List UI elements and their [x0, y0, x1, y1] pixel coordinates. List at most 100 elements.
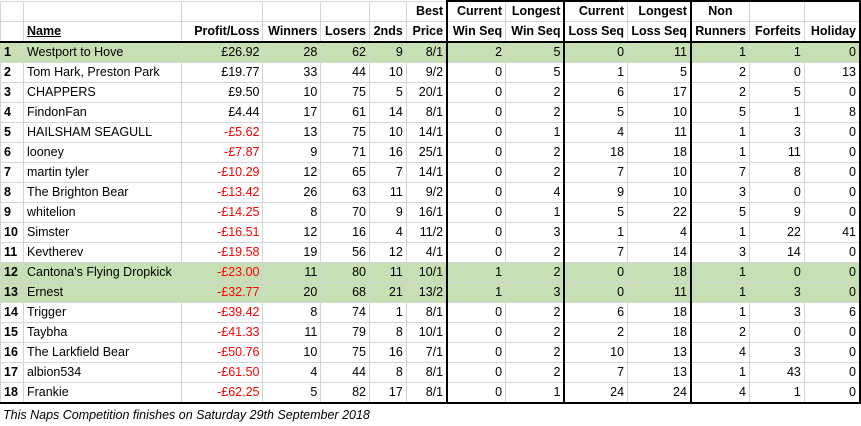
- rank-cell: 7: [0, 162, 24, 183]
- current-loss-seq-cell: 0: [563, 41, 629, 63]
- seconds-cell: 16: [369, 142, 407, 163]
- non-runners-cell: 1: [689, 122, 750, 143]
- current-loss-seq-cell: 7: [563, 242, 629, 263]
- seconds-cell: 1: [369, 302, 407, 323]
- losers-header: Losers: [320, 21, 370, 43]
- forfeits-cell: 0: [748, 262, 805, 283]
- rank-cell: 16: [0, 342, 24, 363]
- current-win-seq-cell: 0: [446, 182, 507, 203]
- forfeits-cell: 1: [748, 41, 805, 63]
- holiday-cell: 0: [803, 382, 861, 404]
- winners-cell: 12: [262, 222, 322, 243]
- current-win-seq-header-top: Current: [446, 0, 507, 22]
- best-price-cell: 7/1: [405, 342, 448, 363]
- current-loss-seq-cell: 2: [563, 322, 629, 343]
- table-row: 18 Frankie -£62.25 5 82 17 8/1 0 1 24 24 4 1 0: [0, 382, 861, 404]
- longest-loss-seq-cell: 18: [627, 322, 692, 343]
- name-cell: Frankie: [22, 382, 183, 404]
- winners-cell: 19: [262, 242, 322, 263]
- current-loss-seq-cell: 1: [563, 62, 629, 83]
- longest-loss-seq-cell: 22: [627, 202, 692, 223]
- current-win-seq-header: Win Seq: [446, 21, 507, 43]
- winners-cell: 8: [262, 202, 322, 223]
- best-price-cell: 25/1: [405, 142, 448, 163]
- winners-cell: 13: [262, 122, 322, 143]
- profit-loss-cell: -£23.00: [181, 262, 264, 283]
- longest-win-seq-header: Win Seq: [505, 21, 566, 43]
- table-row: 16 The Larkfield Bear -£50.76 10 75 16 7/1 0 2 10…: [0, 342, 861, 363]
- profit-loss-cell: -£61.50: [181, 362, 264, 383]
- losers-cell: 63: [320, 182, 370, 203]
- rank-cell: 1: [0, 41, 24, 63]
- winners-cell: 28: [262, 41, 322, 63]
- losers-cell: 61: [320, 102, 370, 123]
- longest-win-seq-cell: 5: [505, 41, 566, 63]
- table-row: 8 The Brighton Bear -£13.42 26 63 11 9/2 0 4 9 10 3…: [0, 182, 861, 203]
- longest-loss-seq-cell: 10: [627, 102, 692, 123]
- losers-cell: 65: [320, 162, 370, 183]
- seconds-cell: 14: [369, 102, 407, 123]
- current-loss-seq-cell: 6: [563, 302, 629, 323]
- longest-win-seq-cell: 2: [505, 82, 566, 103]
- losers-header-top: [320, 0, 370, 22]
- rank-cell: 8: [0, 182, 24, 203]
- current-loss-seq-cell: 0: [563, 262, 629, 283]
- table-row: 2 Tom Hark, Preston Park £19.77 33 44 10 9/2 0 5…: [0, 62, 861, 83]
- winners-cell: 33: [262, 62, 322, 83]
- current-win-seq-cell: 0: [446, 242, 507, 263]
- best-price-cell: 8/1: [405, 41, 448, 63]
- best-price-cell: 9/2: [405, 62, 448, 83]
- winners-cell: 11: [262, 262, 322, 283]
- leaderboard-table: Best Current Longest Current Longest Non Name…: [0, 0, 861, 404]
- holiday-cell: 6: [803, 302, 861, 323]
- current-win-seq-cell: 0: [446, 62, 507, 83]
- name-cell: Simster: [22, 222, 183, 243]
- forfeits-cell: 8: [748, 162, 805, 183]
- holiday-cell: 0: [803, 342, 861, 363]
- current-loss-seq-header-top: Current: [563, 0, 629, 22]
- non-runners-cell: 5: [689, 102, 750, 123]
- footer-note: This Naps Competition finishes on Saturd…: [3, 408, 370, 422]
- current-win-seq-cell: 0: [446, 202, 507, 223]
- current-loss-seq-cell: 10: [563, 342, 629, 363]
- non-runners-cell: 1: [689, 282, 750, 303]
- name-header-top: [22, 0, 183, 22]
- forfeits-cell: 14: [748, 242, 805, 263]
- profit-loss-cell: -£19.58: [181, 242, 264, 263]
- rank-cell: 4: [0, 102, 24, 123]
- rank-cell: 15: [0, 322, 24, 343]
- longest-win-seq-cell: 1: [505, 202, 566, 223]
- name-cell: Cantona's Flying Dropkick: [22, 262, 183, 283]
- name-cell: albion534: [22, 362, 183, 383]
- seconds-header: 2nds: [369, 21, 407, 43]
- best-price-cell: 8/1: [405, 302, 448, 323]
- holiday-cell: 41: [803, 222, 861, 243]
- longest-win-seq-cell: 2: [505, 302, 566, 323]
- holiday-cell: 0: [803, 282, 861, 303]
- best-price-cell: 8/1: [405, 382, 448, 404]
- holiday-cell: 0: [803, 322, 861, 343]
- current-loss-seq-cell: 5: [563, 102, 629, 123]
- seconds-cell: 12: [369, 242, 407, 263]
- table-row: 15 Taybha -£41.33 11 79 8 10/1 0 2 2 18 2 0 0: [0, 322, 861, 343]
- profit-loss-cell: -£16.51: [181, 222, 264, 243]
- non-runners-cell: 1: [689, 262, 750, 283]
- holiday-cell: 0: [803, 182, 861, 203]
- current-win-seq-cell: 0: [446, 122, 507, 143]
- winners-header: Winners: [262, 21, 322, 43]
- winners-cell: 20: [262, 282, 322, 303]
- current-win-seq-cell: 0: [446, 222, 507, 243]
- forfeits-cell: 1: [748, 102, 805, 123]
- profit-loss-header-top: [181, 0, 264, 22]
- forfeits-cell: 5: [748, 82, 805, 103]
- name-cell: Trigger: [22, 302, 183, 323]
- longest-win-seq-cell: 2: [505, 102, 566, 123]
- non-runners-cell: 7: [689, 162, 750, 183]
- table-row: 13 Ernest -£32.77 20 68 21 13/2 1 3 0 11 1 3 0: [0, 282, 861, 303]
- forfeits-cell: 43: [748, 362, 805, 383]
- rank-header-top: [0, 0, 24, 22]
- current-win-seq-cell: 0: [446, 102, 507, 123]
- profit-loss-cell: -£13.42: [181, 182, 264, 203]
- holiday-cell: 0: [803, 162, 861, 183]
- non-runners-header: Runners: [689, 21, 750, 43]
